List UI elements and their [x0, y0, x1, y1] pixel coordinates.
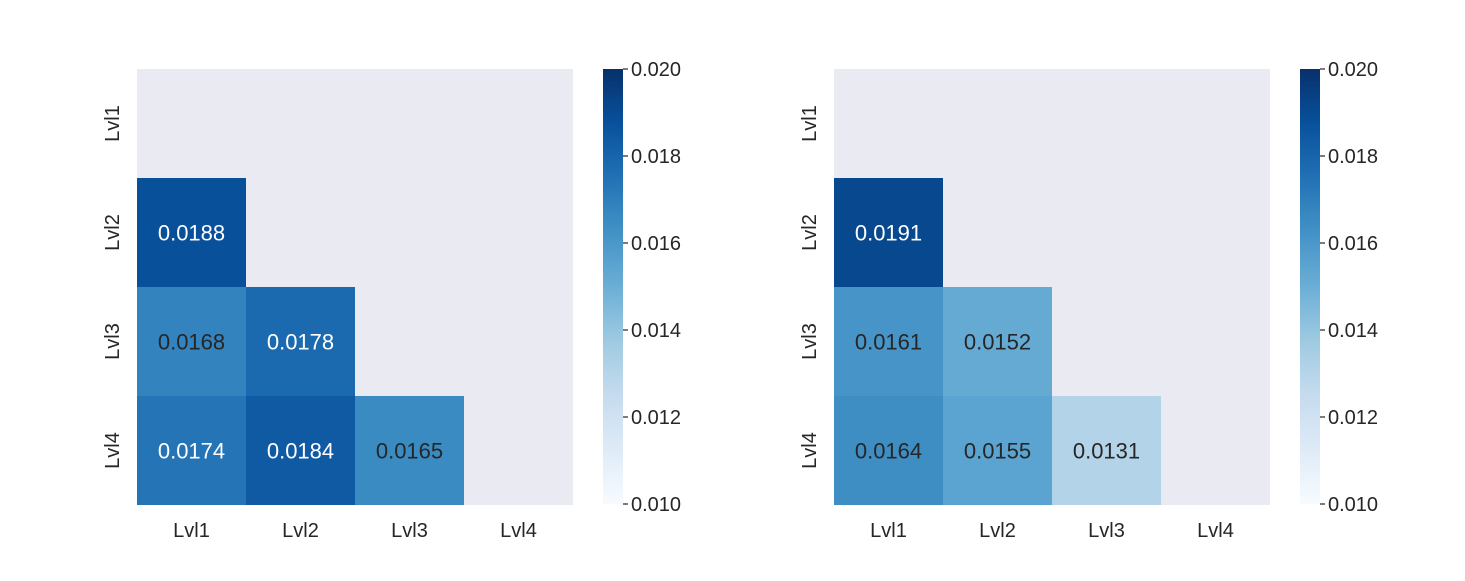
- heatmap-panel-left: 0.0188 0.0168 0.0178 0.0174 0.0184 0.0165 Lvl1…: [102, 59, 681, 542]
- x-tick-label: Lvl1: [870, 520, 907, 542]
- y-tick-label: Lvl4: [102, 432, 124, 469]
- heatmap-cell: [246, 396, 355, 505]
- colorbar: [1300, 69, 1320, 504]
- colorbar-tick-label: 0.020: [1328, 59, 1378, 81]
- cell-value-label: 0.0152: [964, 330, 1031, 355]
- colorbar-tick-label: 0.012: [1328, 407, 1378, 429]
- y-tick-label: Lvl3: [102, 323, 124, 360]
- cell-value-label: 0.0191: [855, 221, 922, 246]
- cell-value-label: 0.0168: [158, 330, 225, 355]
- cell-value-label: 0.0161: [855, 330, 922, 355]
- x-tick-label: Lvl1: [173, 520, 210, 542]
- y-tick-label: Lvl1: [102, 105, 124, 142]
- heatmap-panel-right: 0.0191 0.0161 0.0152 0.0164 0.0155 0.0131 Lvl1…: [799, 59, 1378, 542]
- colorbar-tick-label: 0.020: [631, 59, 681, 81]
- colorbar-tick-label: 0.016: [631, 233, 681, 255]
- colorbar-tick-label: 0.016: [1328, 233, 1378, 255]
- cell-value-label: 0.0164: [855, 439, 922, 464]
- cell-value-label: 0.0188: [158, 221, 225, 246]
- heatmap-cell: [834, 396, 943, 505]
- y-tick-label: Lvl1: [799, 105, 821, 142]
- x-tick-label: Lvl3: [391, 520, 428, 542]
- cell-value-label: 0.0184: [267, 439, 334, 464]
- cell-value-label: 0.0131: [1073, 439, 1140, 464]
- cell-value-label: 0.0178: [267, 330, 334, 355]
- heatmap-cell: [1052, 396, 1161, 505]
- x-tick-label: Lvl4: [500, 520, 537, 542]
- colorbar: [603, 69, 623, 504]
- heatmap-cell: [137, 287, 246, 396]
- heatmap-cell: [834, 178, 943, 287]
- heatmap-cell: [834, 287, 943, 396]
- heatmap-cell: [355, 396, 464, 505]
- x-tick-label: Lvl2: [979, 520, 1016, 542]
- colorbar-tick-label: 0.010: [631, 494, 681, 516]
- cell-value-label: 0.0174: [158, 439, 225, 464]
- x-tick-label: Lvl4: [1197, 520, 1234, 542]
- cell-value-label: 0.0155: [964, 439, 1031, 464]
- y-tick-label: Lvl4: [799, 432, 821, 469]
- colorbar-tick-label: 0.018: [1328, 146, 1378, 168]
- y-tick-label: Lvl2: [799, 214, 821, 251]
- heatmap-cell: [246, 287, 355, 396]
- heatmap-cell: [943, 396, 1052, 505]
- y-tick-label: Lvl3: [799, 323, 821, 360]
- y-tick-label: Lvl2: [102, 214, 124, 251]
- heatmap-cell: [943, 287, 1052, 396]
- colorbar-tick-label: 0.010: [1328, 494, 1378, 516]
- cell-value-label: 0.0165: [376, 439, 443, 464]
- colorbar-tick-label: 0.018: [631, 146, 681, 168]
- x-tick-label: Lvl3: [1088, 520, 1125, 542]
- colorbar-tick-label: 0.014: [631, 320, 681, 342]
- colorbar-tick-label: 0.012: [631, 407, 681, 429]
- x-tick-label: Lvl2: [282, 520, 319, 542]
- heatmap-cell: [137, 396, 246, 505]
- colorbar-tick-label: 0.014: [1328, 320, 1378, 342]
- heatmap-cell: [137, 178, 246, 287]
